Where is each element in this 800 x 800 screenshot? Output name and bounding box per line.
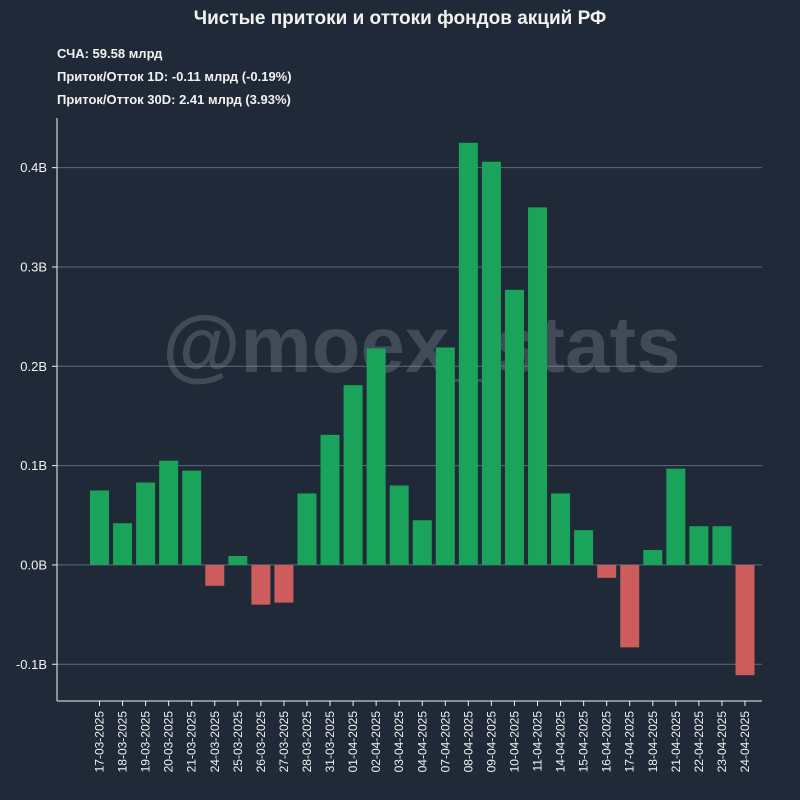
- bar-inflow: [712, 526, 732, 565]
- y-tick-label: 0.1B: [20, 458, 47, 473]
- bar-outflow: [205, 564, 225, 586]
- x-tick-label: 19-03-2025: [139, 711, 153, 773]
- x-tick-label: 07-04-2025: [438, 711, 452, 773]
- bar-inflow: [481, 161, 501, 565]
- x-tick-label: 24-04-2025: [738, 711, 752, 773]
- y-tick-label: -0.1B: [16, 657, 47, 672]
- watermark-text: @moex_stats: [162, 300, 680, 389]
- bar-inflow: [412, 520, 432, 565]
- x-tick-label: 28-03-2025: [300, 711, 314, 773]
- x-tick-label: 08-04-2025: [461, 711, 475, 773]
- x-tick-label: 24-03-2025: [208, 711, 222, 773]
- bar-inflow: [343, 385, 363, 565]
- x-tick-label: 14-04-2025: [554, 711, 568, 773]
- x-tick-label: 25-03-2025: [231, 711, 245, 773]
- bar-inflow: [113, 523, 133, 565]
- bar-inflow: [435, 347, 455, 565]
- stats-block: СЧА: 59.58 млрд Приток/Отток 1D: -0.11 м…: [57, 42, 292, 111]
- bar-inflow: [90, 490, 109, 565]
- x-tick-label: 02-04-2025: [369, 711, 383, 773]
- flow-1d-stat: Приток/Отток 1D: -0.11 млрд (-0.19%): [57, 65, 292, 88]
- y-tick-label: 0.3B: [20, 259, 47, 274]
- bar-inflow: [574, 530, 594, 565]
- aum-value: 59.58 млрд: [92, 46, 163, 61]
- bar-inflow: [320, 434, 340, 565]
- x-tick-label: 10-04-2025: [507, 711, 521, 773]
- x-tick-label: 09-04-2025: [484, 711, 498, 773]
- x-tick-label: 21-04-2025: [669, 711, 683, 773]
- y-tick-label: 0.4B: [20, 160, 47, 175]
- bar-inflow: [389, 485, 409, 565]
- x-tick-label: 17-04-2025: [623, 711, 637, 773]
- bar-outflow: [735, 564, 755, 676]
- bar-inflow: [528, 207, 548, 565]
- x-tick-label: 27-03-2025: [277, 711, 291, 773]
- bar-inflow: [366, 348, 386, 565]
- x-tick-label: 04-04-2025: [415, 711, 429, 773]
- bar-inflow: [159, 460, 179, 565]
- bar-inflow: [228, 555, 248, 565]
- x-tick-label: 18-03-2025: [116, 711, 130, 773]
- bar-outflow: [251, 564, 271, 605]
- x-tick-label: 03-04-2025: [392, 711, 406, 773]
- aum-label: СЧА:: [57, 46, 89, 61]
- bar-outflow: [274, 564, 294, 603]
- x-tick-label: 22-04-2025: [692, 711, 706, 773]
- x-tick-label: 26-03-2025: [254, 711, 268, 773]
- x-tick-label: 15-04-2025: [577, 711, 591, 773]
- x-tick-label: 21-03-2025: [185, 711, 199, 773]
- x-tick-label: 31-03-2025: [323, 711, 337, 773]
- flow-1d-label: Приток/Отток 1D:: [57, 69, 169, 84]
- bar-inflow: [666, 468, 686, 565]
- bar-inflow: [458, 142, 478, 565]
- bar-inflow: [136, 482, 156, 565]
- flow-30d-label: Приток/Отток 30D:: [57, 92, 176, 107]
- chart-title: Чистые притоки и оттоки фондов акций РФ: [193, 8, 607, 29]
- x-tick-label: 01-04-2025: [346, 711, 360, 773]
- bar-outflow: [620, 564, 640, 648]
- x-tick-label: 11-04-2025: [531, 711, 545, 772]
- bar-inflow: [297, 493, 317, 565]
- y-tick-label: 0.2B: [20, 359, 47, 374]
- flow-30d-stat: Приток/Отток 30D: 2.41 млрд (3.93%): [57, 88, 292, 111]
- x-tick-label: 18-04-2025: [646, 711, 660, 773]
- flow-30d-value: 2.41 млрд (3.93%): [179, 92, 291, 107]
- bar-inflow: [182, 470, 202, 565]
- bar-inflow: [551, 493, 571, 565]
- x-tick-label: 16-04-2025: [600, 711, 614, 773]
- bar-outflow: [597, 564, 617, 578]
- flow-1d-value: -0.11 млрд (-0.19%): [171, 69, 292, 84]
- bar-inflow: [689, 526, 709, 565]
- bar-inflow: [643, 550, 663, 565]
- x-tick-label: 17-03-2025: [93, 711, 107, 773]
- bar-inflow: [504, 289, 524, 565]
- x-tick-label: 20-03-2025: [162, 711, 176, 773]
- aum-stat: СЧА: 59.58 млрд: [57, 42, 292, 65]
- x-tick-label: 23-04-2025: [715, 711, 729, 773]
- y-tick-label: 0.0B: [20, 557, 47, 572]
